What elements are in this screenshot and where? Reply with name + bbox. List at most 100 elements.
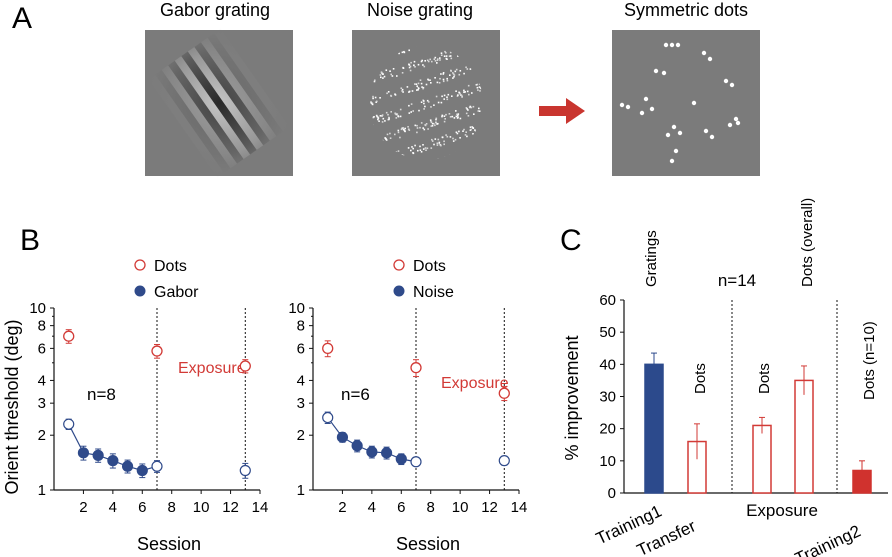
training-point xyxy=(351,440,363,452)
noise-dot xyxy=(452,72,454,74)
noise-dot xyxy=(459,70,462,72)
noise-dot xyxy=(385,69,388,71)
noise-dot xyxy=(424,124,427,127)
training-point xyxy=(498,455,510,467)
noise-dot xyxy=(426,147,429,150)
noise-dot xyxy=(442,80,445,83)
noise-dot xyxy=(454,70,457,73)
red-arrow xyxy=(539,98,585,124)
noise-dot xyxy=(429,79,431,81)
x-tick-label: 14 xyxy=(511,499,528,516)
noise-dot xyxy=(410,111,412,113)
noise-dot xyxy=(406,86,409,88)
noise-dot xyxy=(458,92,461,94)
legend-label-training: Gabor xyxy=(154,284,199,301)
legend-marker-training xyxy=(134,285,146,297)
noise-dot xyxy=(410,176,412,178)
noise-dot xyxy=(477,89,479,91)
noise-dot xyxy=(397,150,400,152)
noise-dot xyxy=(421,59,423,62)
noise-dot xyxy=(419,149,422,151)
noise-dot xyxy=(435,117,438,120)
noise-dot xyxy=(443,55,446,57)
noise-dot xyxy=(389,182,391,184)
noise-dot xyxy=(436,81,439,84)
noise-dot xyxy=(463,91,465,93)
panel-b-ylabel: Orient threshold (deg) xyxy=(2,319,22,494)
y-tick-label: 0 xyxy=(608,485,616,502)
noise-dot xyxy=(449,74,451,76)
noise-dot xyxy=(422,86,425,89)
noise-dot xyxy=(425,123,428,125)
noise-dot xyxy=(469,126,472,128)
sym-dot xyxy=(675,42,681,48)
noise-dot xyxy=(416,85,418,87)
legend-marker-training xyxy=(393,285,405,297)
noise-dot xyxy=(438,142,441,145)
y-tick-label: 10 xyxy=(288,300,305,317)
noise-dot xyxy=(445,134,447,136)
noise-dot xyxy=(446,96,448,98)
panel-c-n-label: n=14 xyxy=(718,271,756,290)
noise-dot xyxy=(475,84,478,86)
noise-dot xyxy=(440,54,443,56)
noise-dot xyxy=(453,74,456,76)
noise-dot xyxy=(442,78,445,81)
n-label: n=6 xyxy=(341,385,370,404)
noise-dot xyxy=(468,93,470,96)
noise-dot xyxy=(413,60,416,63)
noise-dot xyxy=(468,106,471,109)
noise-dot xyxy=(436,59,439,61)
noise-dot xyxy=(456,132,459,135)
noise-dot xyxy=(423,65,426,68)
noise-dot xyxy=(441,115,443,118)
symmetric-dots-image xyxy=(612,30,760,176)
noise-dot xyxy=(504,136,506,138)
panel-b-xlabel-left: Session xyxy=(137,534,201,554)
improvement-bar-chart: 0 10 20 30 40 50 60 Gratings Dots Dots Dots (overa… xyxy=(593,198,888,557)
y-tick-label: 10 xyxy=(599,453,616,470)
sym-dot xyxy=(661,70,667,76)
noise-dot xyxy=(472,105,475,108)
noise-dot xyxy=(427,78,429,81)
noise-dot xyxy=(408,112,411,114)
noise-dot xyxy=(404,127,406,130)
dots-point xyxy=(151,345,163,357)
noise-dot xyxy=(419,79,422,81)
noise-dot xyxy=(419,145,421,148)
noise-dot xyxy=(426,59,429,62)
noise-dot xyxy=(427,128,429,130)
noise-dot xyxy=(372,97,374,100)
noise-dot xyxy=(436,62,438,64)
noise-dot xyxy=(416,124,418,127)
noise-dot xyxy=(380,76,382,79)
y-tick-label: 3 xyxy=(297,395,305,412)
noise-dot xyxy=(465,28,467,30)
noise-dot xyxy=(401,51,404,54)
noise-dot xyxy=(408,66,411,69)
noise-dot xyxy=(387,183,389,185)
noise-dot xyxy=(446,98,449,101)
panel-label-b: B xyxy=(20,224,40,257)
noise-dot xyxy=(404,130,406,133)
noise-dot xyxy=(414,83,416,85)
y-tick-label: 1 xyxy=(297,482,305,499)
noise-dot xyxy=(468,27,470,29)
y-tick-label: 2 xyxy=(38,427,46,444)
noise-dot xyxy=(415,83,418,85)
noise-dot xyxy=(416,89,418,91)
symmetric-dots xyxy=(619,42,741,164)
noise-dot xyxy=(397,129,400,132)
noise-dot xyxy=(440,52,443,54)
noise-dot xyxy=(431,138,433,141)
noise-dot xyxy=(401,72,404,74)
y-tick-label: 1 xyxy=(38,482,46,499)
noise-dot xyxy=(395,117,398,119)
training-point xyxy=(395,453,407,465)
training-point xyxy=(336,431,349,443)
noise-dot xyxy=(396,113,399,115)
x-tick-label: 10 xyxy=(452,499,469,516)
noise-dot xyxy=(399,136,401,139)
y-tick-label: 6 xyxy=(297,340,305,357)
noise-dot xyxy=(390,95,393,97)
